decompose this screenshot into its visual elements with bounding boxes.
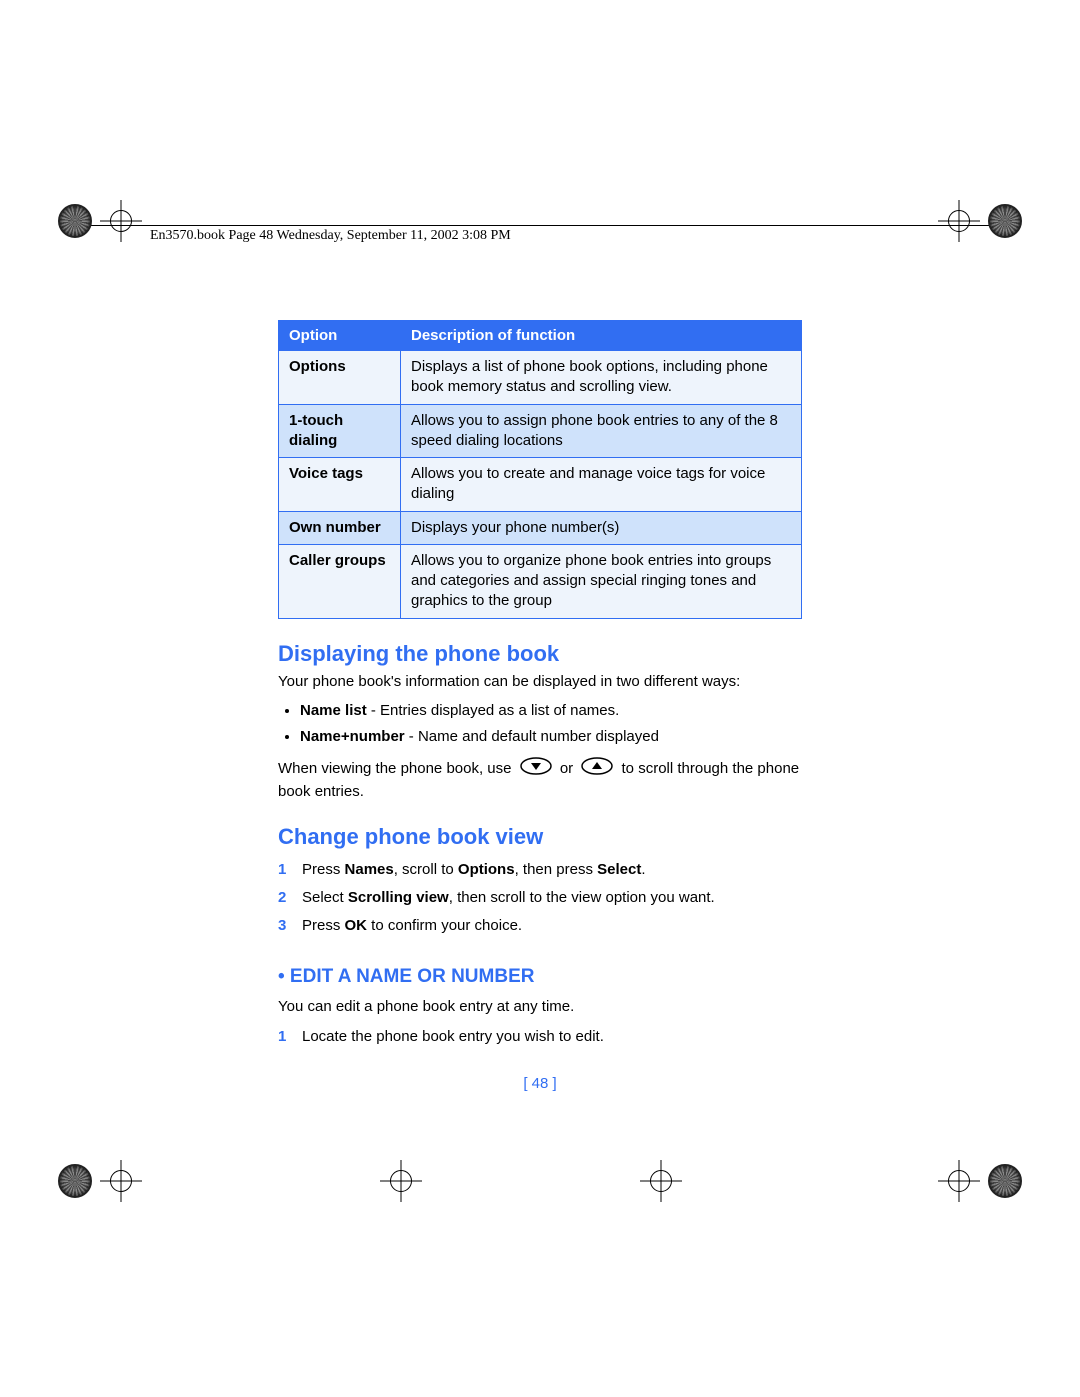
step-number: 1	[278, 1025, 302, 1049]
heading-displaying: Displaying the phone book	[278, 641, 802, 667]
bullet-rest: - Entries displayed as a list of names.	[367, 702, 620, 719]
crop-header-text: En3570.book Page 48 Wednesday, September…	[150, 228, 511, 244]
cell-desc: Allows you to assign phone book entries …	[401, 404, 802, 458]
step-row: 1 Locate the phone book entry you wish t…	[278, 1025, 802, 1049]
list-item: Name list - Entries displayed as a list …	[300, 700, 802, 723]
step-text: Press Names, scroll to Options, then pre…	[302, 858, 646, 882]
step-row: 1 Press Names, scroll to Options, then p…	[278, 858, 802, 882]
page-content: Option Description of function Options D…	[278, 320, 802, 1092]
options-table: Option Description of function Options D…	[278, 320, 802, 619]
table-header-row: Option Description of function	[279, 321, 802, 351]
cell-option: Caller groups	[279, 544, 401, 618]
step-number: 3	[278, 914, 302, 938]
table-row: Caller groups Allows you to organize pho…	[279, 544, 802, 618]
bullet-rest: - Name and default number displayed	[405, 728, 659, 745]
bullet-bold: Name list	[300, 702, 367, 719]
cell-option: Own number	[279, 511, 401, 544]
section-edit-name-number: • EDIT A NAME OR NUMBER	[278, 966, 802, 988]
scroll-down-icon	[520, 757, 552, 781]
change-steps: 1 Press Names, scroll to Options, then p…	[278, 858, 802, 938]
scroll-pre: When viewing the phone book, use	[278, 759, 516, 776]
cell-option: Options	[279, 351, 401, 405]
crop-mark-bm2	[640, 1160, 682, 1202]
cell-desc: Displays a list of phone book options, i…	[401, 351, 802, 405]
cell-option: Voice tags	[279, 458, 401, 512]
edit-steps: 1 Locate the phone book entry you wish t…	[278, 1025, 802, 1049]
step-number: 1	[278, 858, 302, 882]
step-row: 2 Select Scrolling view, then scroll to …	[278, 886, 802, 910]
cell-desc: Displays your phone number(s)	[401, 511, 802, 544]
step-text: Press OK to confirm your choice.	[302, 914, 522, 938]
bullet-bold: Name+number	[300, 728, 405, 745]
table-row: Own number Displays your phone number(s)	[279, 511, 802, 544]
display-intro: Your phone book's information can be dis…	[278, 671, 802, 692]
table-row: 1-touch dialing Allows you to assign pho…	[279, 404, 802, 458]
step-text: Select Scrolling view, then scroll to th…	[302, 886, 715, 910]
scroll-mid: or	[560, 759, 578, 776]
crop-top-line	[70, 225, 1010, 226]
crop-mark-tl	[58, 200, 142, 242]
cell-option: 1-touch dialing	[279, 404, 401, 458]
display-bullets: Name list - Entries displayed as a list …	[278, 700, 802, 749]
scroll-up-icon	[581, 757, 613, 781]
crop-mark-bm1	[380, 1160, 422, 1202]
crop-mark-bl	[58, 1160, 142, 1202]
th-desc: Description of function	[401, 321, 802, 351]
step-number: 2	[278, 886, 302, 910]
step-text: Locate the phone book entry you wish to …	[302, 1025, 604, 1049]
crop-mark-br	[938, 1160, 1022, 1202]
scroll-sentence: When viewing the phone book, use or to s…	[278, 757, 802, 802]
crop-mark-tr	[938, 200, 1022, 242]
table-row: Voice tags Allows you to create and mana…	[279, 458, 802, 512]
cell-desc: Allows you to organize phone book entrie…	[401, 544, 802, 618]
th-option: Option	[279, 321, 401, 351]
table-row: Options Displays a list of phone book op…	[279, 351, 802, 405]
step-row: 3 Press OK to confirm your choice.	[278, 914, 802, 938]
cell-desc: Allows you to create and manage voice ta…	[401, 458, 802, 512]
page-number: [ 48 ]	[278, 1075, 802, 1092]
list-item: Name+number - Name and default number di…	[300, 726, 802, 749]
edit-intro: You can edit a phone book entry at any t…	[278, 996, 802, 1017]
heading-change-view: Change phone book view	[278, 824, 802, 850]
